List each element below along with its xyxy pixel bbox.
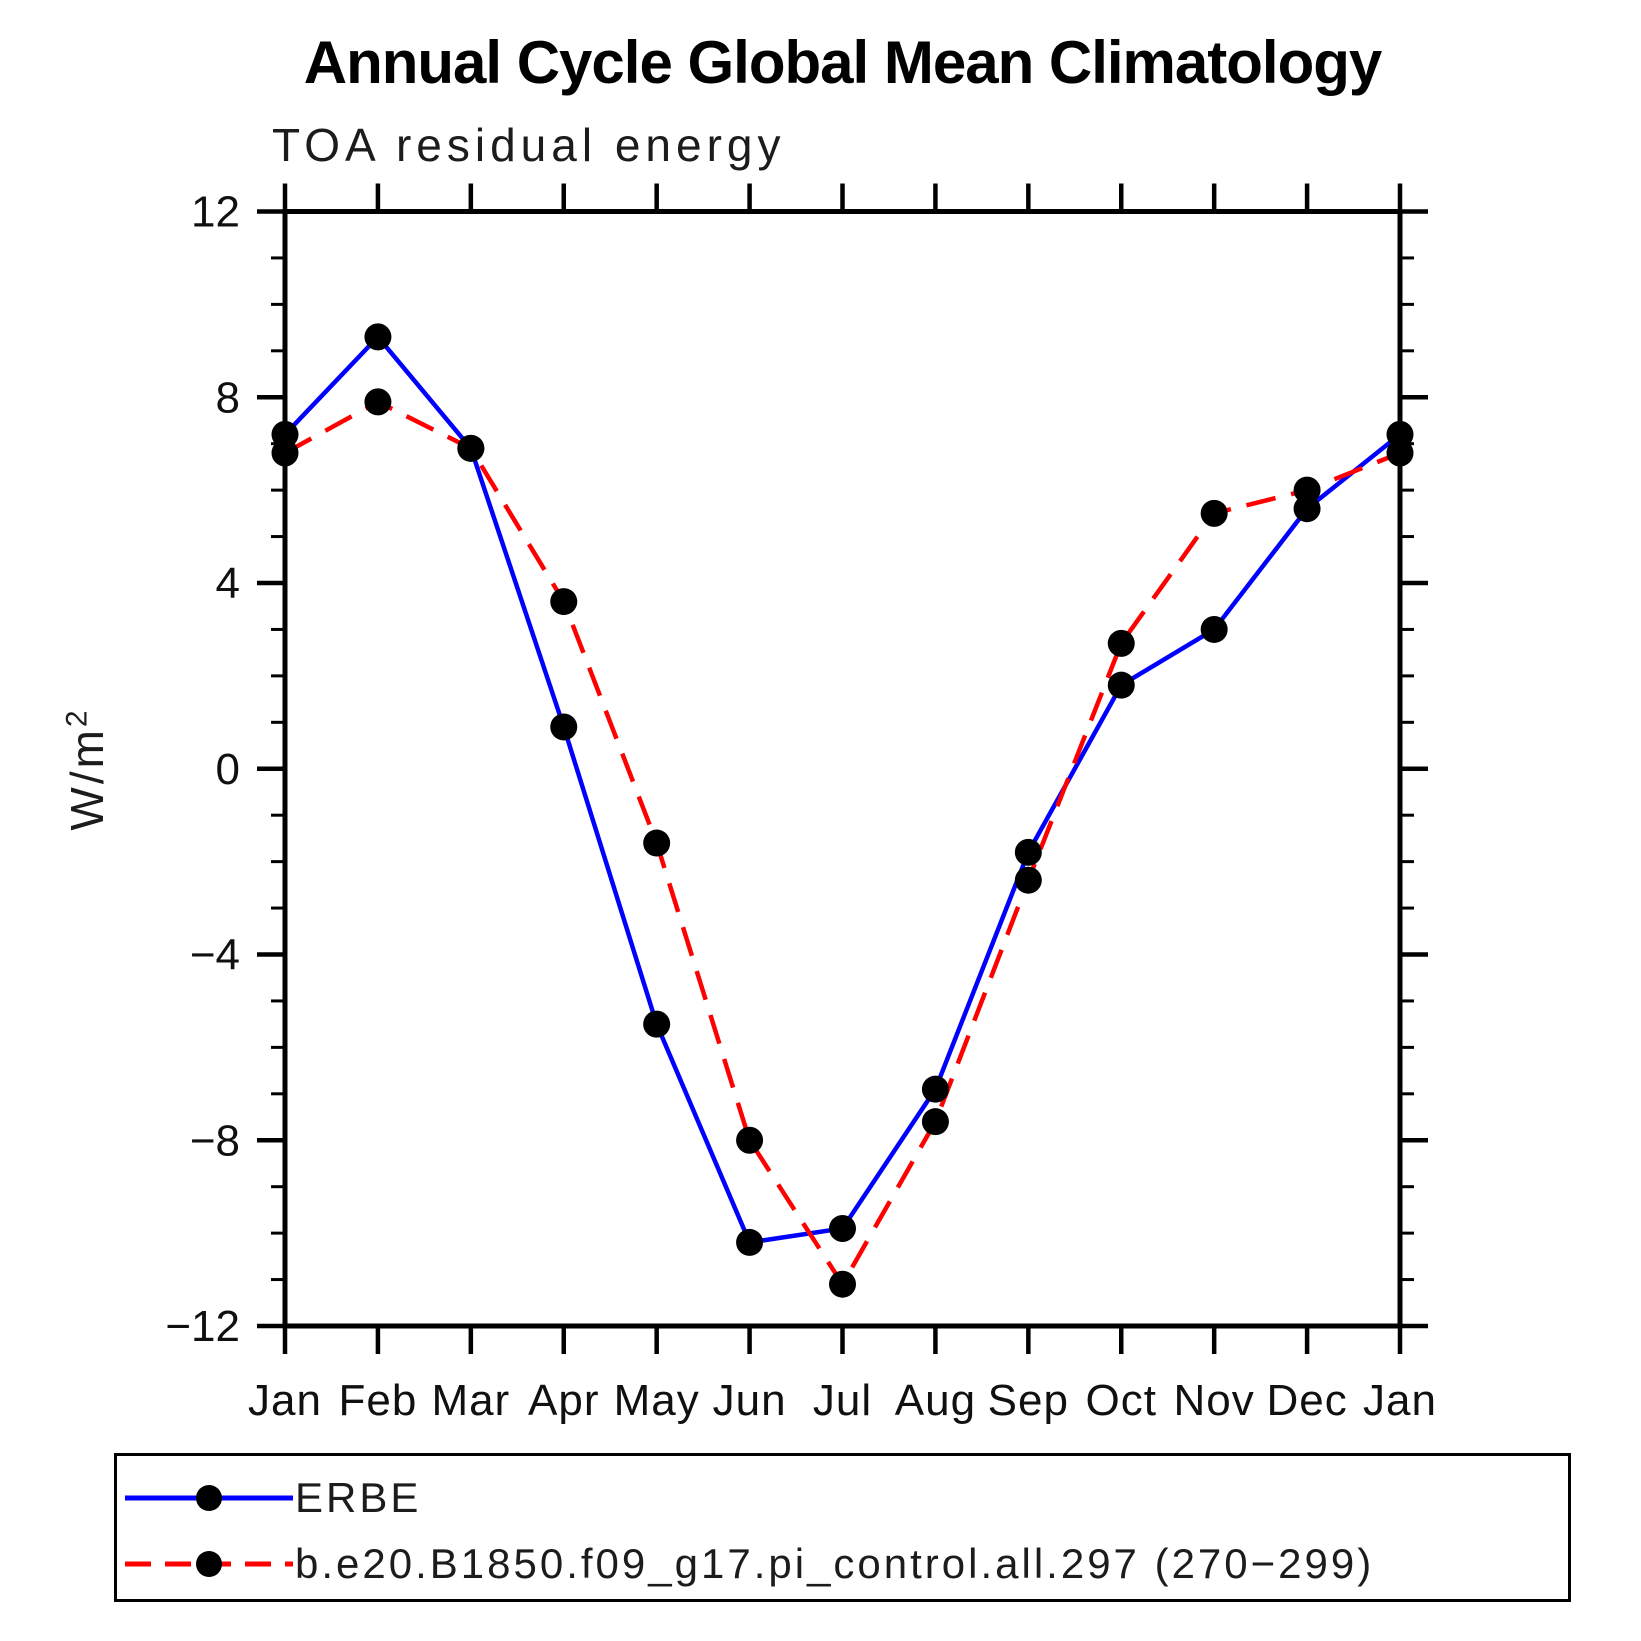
y-tick-label: −12 [165, 1302, 240, 1351]
x-tick-label: Nov [1174, 1376, 1255, 1425]
data-point-erbe [271, 420, 299, 448]
x-tick-label: Feb [339, 1376, 418, 1425]
y-tick-label: 0 [216, 745, 240, 794]
data-point-model [1386, 439, 1414, 467]
x-tick-label: Mar [431, 1376, 510, 1425]
data-point-model [271, 439, 299, 467]
series-line-erbe [283, 333, 1402, 1245]
data-point-erbe [1200, 615, 1228, 643]
data-point-model [550, 588, 578, 616]
x-tick-label: Apr [528, 1376, 599, 1425]
y-tick-label: −8 [190, 1116, 240, 1165]
data-point-erbe [1293, 495, 1321, 523]
legend-swatch-model-line [125, 1551, 293, 1577]
x-tick-label: Sep [988, 1376, 1069, 1425]
data-point-model [829, 1270, 856, 1298]
x-tick-label: Oct [1086, 1376, 1157, 1425]
x-tick-label: Aug [895, 1376, 976, 1425]
data-point-model [921, 1108, 949, 1136]
x-tick-label: Jan [248, 1376, 322, 1425]
x-tick-label: Jun [713, 1376, 787, 1425]
data-point-erbe [1107, 671, 1135, 699]
data-point-model [1200, 499, 1228, 527]
data-point-erbe [829, 1214, 856, 1242]
legend-box: ERBE b.e20.B1850.f09_g17.pi_control.all.… [114, 1453, 1571, 1602]
legend-row-erbe: ERBE [123, 1472, 421, 1524]
y-tick-label: 12 [191, 188, 240, 237]
x-tick-label: Dec [1266, 1376, 1347, 1425]
legend-row-model: b.e20.B1850.f09_g17.pi_control.all.297 (… [123, 1538, 1374, 1590]
legend-label-model: b.e20.B1850.f09_g17.pi_control.all.297 (… [295, 1540, 1375, 1587]
x-tick-label: Jul [813, 1376, 872, 1425]
data-point-erbe [1014, 838, 1042, 866]
series-line-model [283, 399, 1401, 1289]
data-point-erbe [921, 1075, 949, 1103]
data-point-model [736, 1126, 764, 1154]
data-point-erbe [643, 1010, 671, 1038]
data-point-model [1014, 866, 1042, 894]
data-point-erbe [550, 713, 578, 741]
data-point-model [1293, 476, 1321, 504]
chart-subtitle: TOA residual energy [272, 119, 786, 171]
data-point-erbe [364, 323, 392, 351]
y-tick-label: 4 [216, 559, 240, 608]
x-tick-label: May [614, 1376, 700, 1425]
chart-title: Annual Cycle Global Mean Climatology [303, 29, 1383, 96]
data-point-erbe [736, 1228, 764, 1256]
data-point-model [643, 829, 671, 857]
data-point-model [364, 388, 392, 416]
data-point-model [1107, 629, 1135, 657]
y-tick-label: −4 [190, 931, 240, 980]
y-tick-label: 8 [216, 373, 240, 422]
data-point-model [457, 434, 485, 462]
x-tick-label: Jan [1363, 1376, 1437, 1425]
legend-swatch-erbe-line [125, 1485, 293, 1511]
legend-label-erbe: ERBE [295, 1474, 422, 1521]
data-point-erbe [1386, 420, 1414, 448]
plot-frame [282, 209, 1403, 1329]
